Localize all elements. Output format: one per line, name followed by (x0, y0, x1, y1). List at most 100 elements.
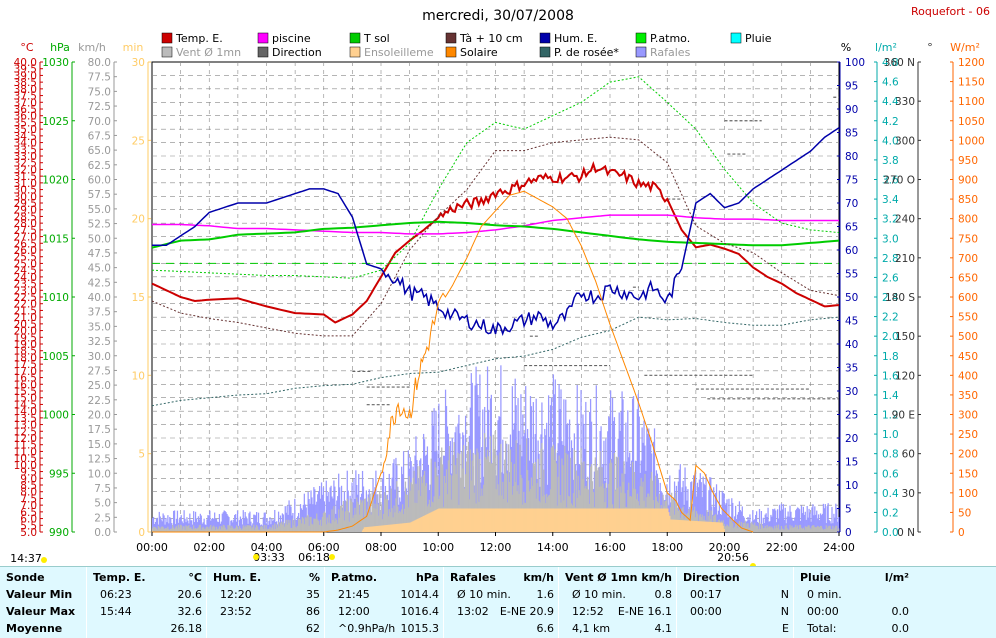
bar (615, 456, 617, 532)
bar (413, 470, 415, 532)
bar (172, 527, 175, 532)
bar (611, 397, 614, 532)
tick-label: 1150 (958, 77, 985, 89)
bar (375, 508, 377, 532)
bar (620, 411, 622, 532)
bar (693, 506, 696, 532)
bar (795, 510, 797, 532)
tick-label: 1000 (42, 410, 69, 422)
bar (497, 484, 499, 532)
bar (836, 507, 838, 532)
bar (768, 526, 770, 532)
bar (240, 529, 242, 532)
bar (755, 515, 757, 532)
bar (382, 513, 385, 532)
bar (748, 519, 750, 532)
bar (816, 527, 818, 532)
bar (192, 529, 194, 532)
bar (317, 494, 319, 532)
tick-label: 330 (895, 96, 915, 108)
bar (651, 471, 653, 532)
bar (217, 522, 220, 532)
bar (535, 508, 537, 532)
bar (710, 477, 712, 532)
bar (327, 491, 329, 532)
tick-label: 2.6 (882, 272, 899, 284)
bar (803, 514, 805, 532)
tick-label: 90 (845, 104, 858, 116)
tick-label: 950 (958, 155, 978, 167)
bar (415, 519, 417, 532)
bar (622, 508, 624, 532)
bar (274, 523, 276, 532)
bar (798, 524, 801, 532)
bar (361, 530, 364, 532)
bar (153, 527, 156, 532)
bar (490, 508, 492, 532)
bar (710, 521, 712, 532)
tick-label: 28.5 (14, 211, 37, 223)
bar (160, 527, 162, 532)
bar (781, 509, 784, 532)
bar (780, 503, 783, 532)
tick-label: 45 (845, 316, 858, 328)
bar (769, 526, 771, 532)
bar (336, 500, 338, 532)
bar (408, 522, 410, 532)
bar (293, 525, 295, 532)
tick-label: 52.5 (88, 219, 111, 231)
bar (395, 524, 397, 532)
bar (193, 525, 195, 532)
bar (337, 523, 339, 532)
bar (764, 514, 766, 532)
tick-label: 990 (49, 527, 69, 539)
bar (819, 513, 822, 532)
tick-label: 35.5 (14, 117, 37, 129)
bar (407, 507, 409, 532)
bar (578, 508, 580, 532)
tick-label: 1000 (958, 135, 985, 147)
bar (581, 508, 583, 532)
bar (772, 508, 774, 532)
bar (821, 513, 824, 532)
bar (624, 508, 626, 532)
bar (267, 528, 269, 532)
bar (496, 455, 498, 532)
bar (234, 528, 236, 532)
bar (290, 506, 292, 532)
bar (448, 508, 450, 532)
bar (752, 524, 754, 532)
bar (642, 481, 644, 532)
bar (630, 508, 632, 532)
bar (464, 508, 467, 532)
time-label: 02:00 (193, 541, 225, 554)
bar (582, 414, 584, 532)
bar (778, 529, 781, 532)
bar (218, 526, 221, 532)
bar (455, 474, 457, 532)
bar (670, 519, 672, 532)
bar (699, 521, 701, 532)
bar (609, 508, 611, 532)
bar (620, 508, 622, 532)
bar (180, 515, 182, 532)
bar (758, 508, 761, 532)
bar (622, 399, 624, 532)
bar (298, 519, 301, 532)
bar (404, 523, 407, 532)
bar (749, 527, 751, 532)
bar (377, 504, 379, 532)
bar (794, 526, 796, 532)
bar (786, 516, 788, 532)
tick-label: 33.5 (14, 144, 37, 156)
bar (789, 524, 791, 532)
bar (360, 499, 362, 532)
bar (618, 412, 620, 532)
tick-label: 9.0 (20, 473, 37, 485)
tick-label: 750 (958, 233, 978, 245)
bar (294, 498, 296, 532)
bar (797, 529, 800, 532)
tick-label: 35 (845, 363, 858, 375)
bar (175, 518, 178, 532)
bar (201, 527, 203, 532)
